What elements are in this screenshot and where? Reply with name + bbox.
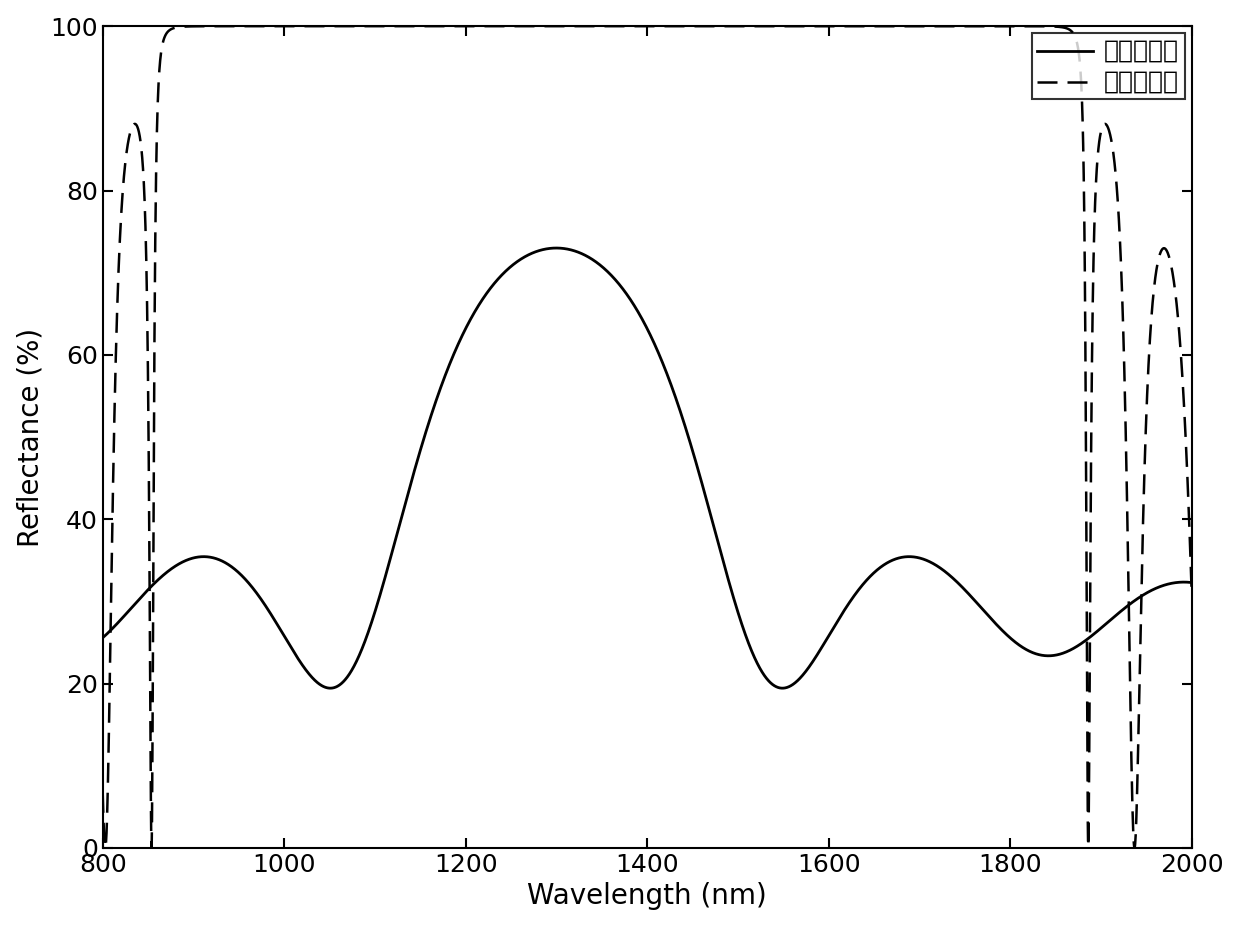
Legend: 刻蛊前样品, 刻蛊后样品: 刻蛊前样品, 刻蛊后样品	[1032, 33, 1184, 99]
X-axis label: Wavelength (nm): Wavelength (nm)	[527, 883, 768, 910]
Y-axis label: Reflectance (%): Reflectance (%)	[16, 327, 45, 547]
